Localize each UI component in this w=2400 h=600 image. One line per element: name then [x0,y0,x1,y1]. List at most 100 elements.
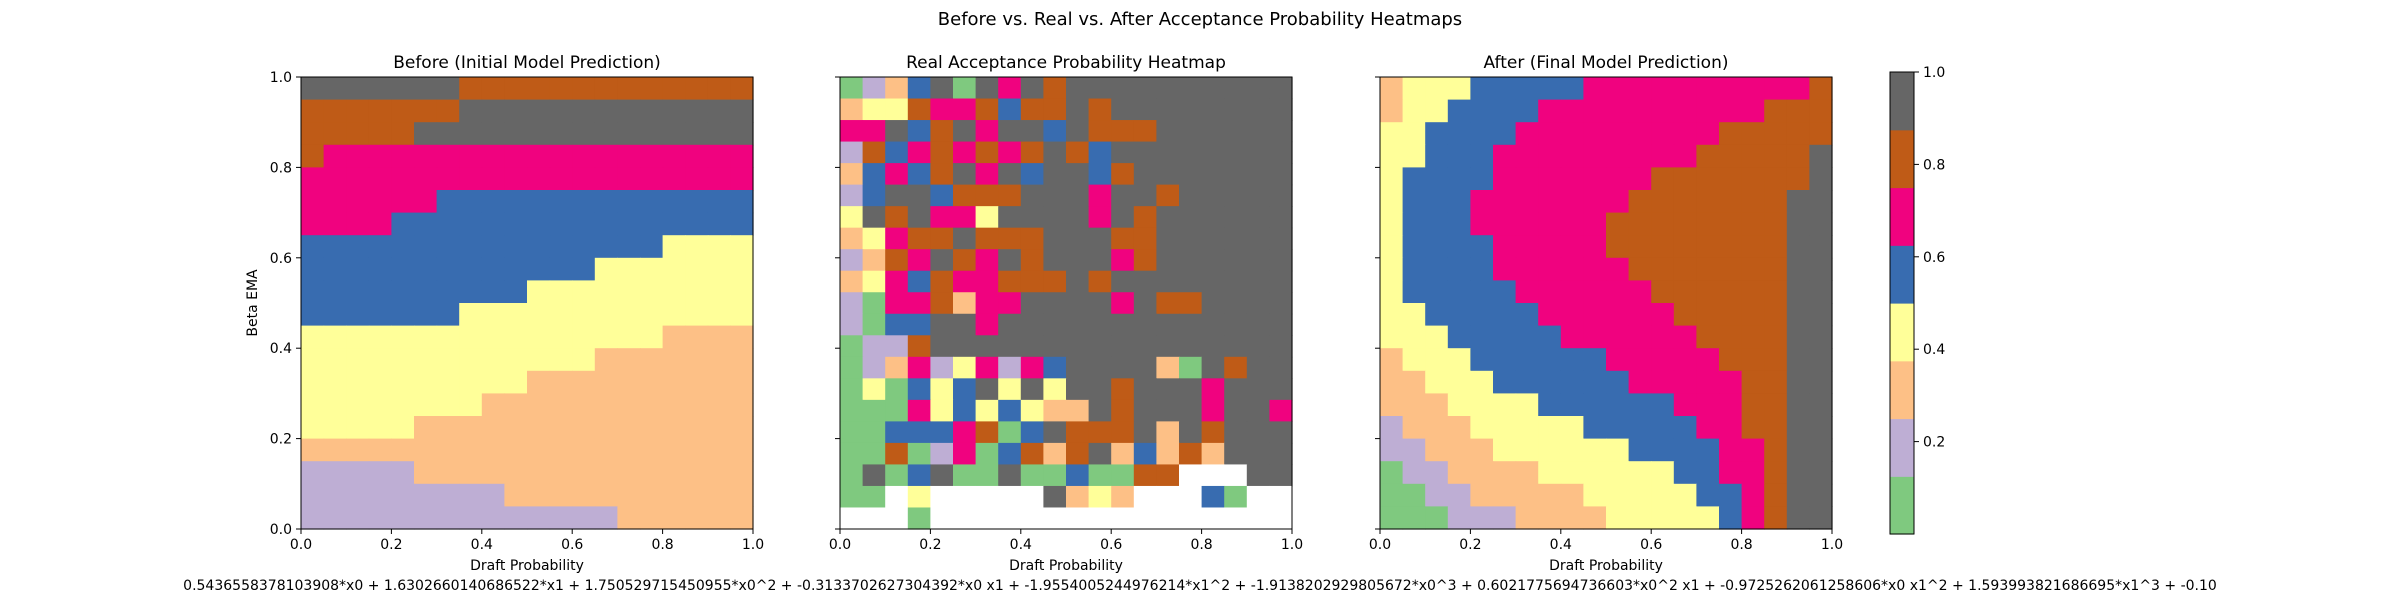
heatmap-cell [975,399,999,422]
heatmap-cell [953,507,977,530]
heatmap-cell [1402,190,1426,214]
heatmap-cell [481,325,505,349]
heatmap-cell [368,235,392,259]
heatmap-cell [1179,421,1203,444]
heatmap-cell [1786,483,1810,507]
heatmap-cell [1380,393,1404,417]
heatmap-cell [685,438,709,462]
heatmap-cell [930,206,954,229]
heatmap-cell [1066,141,1090,164]
heatmap-cell [1583,167,1607,191]
heatmap-cell [1425,235,1449,259]
heatmap-cell [301,190,325,214]
x-tick-label: 1.0 [1821,537,1843,553]
heatmap-cell [1741,212,1765,236]
heatmap-cell [1133,141,1157,164]
x-tick-label: 0.2 [1459,537,1481,553]
heatmap-cell [1515,235,1539,259]
heatmap-cell [998,335,1022,358]
heatmap-cell [907,184,931,207]
heatmap-cell [1809,122,1833,146]
heatmap-cell [527,167,551,191]
heatmap-cell [481,438,505,462]
heatmap-cell [840,335,864,358]
heatmap-cell [930,485,954,509]
heatmap-cell [1043,270,1067,293]
heatmap-cell [1538,167,1562,191]
heatmap-cell [572,235,596,259]
heatmap-cell [1606,438,1630,462]
heatmap-cell [1764,325,1788,349]
heatmap-cell [930,399,954,422]
heatmap-cells [1380,77,1833,530]
heatmap-cell [1651,370,1675,394]
heatmap-cell [323,461,347,485]
heatmap-cell [368,325,392,349]
heatmap-cell [1470,257,1494,281]
heatmap-cell [640,144,664,168]
heatmap-cell [527,416,551,440]
heatmap-cell [1269,77,1293,100]
heatmap-cell [1560,303,1584,327]
heatmap-cell [885,249,909,272]
heatmap-cell [301,167,325,191]
heatmap-cell [1224,163,1248,186]
heatmap-cell [414,235,438,259]
heatmap-cell [1651,257,1675,281]
heatmap-cell [436,348,460,372]
y-tick-label: 0.6 [270,251,292,267]
heatmap-cell [930,163,954,186]
heatmap-cell [1111,421,1135,444]
heatmap-cell [975,249,999,272]
heatmap-cell [1606,235,1630,259]
heatmap-cell [907,485,931,509]
heatmap-cell [1402,257,1426,281]
heatmap-cell [459,257,483,281]
heatmap-cell [481,461,505,485]
heatmap-cell [301,257,325,281]
heatmap-cell [459,461,483,485]
heatmap-cell [1719,144,1743,168]
heatmap-panel-1: Before (Initial Model Prediction) 0.0 0.2 0… [245,53,764,574]
heatmap-cell [662,257,686,281]
y-tick-label: 0.0 [270,522,292,538]
heatmap-cell [975,120,999,143]
heatmap-cell [368,280,392,304]
heatmap-cell [1402,280,1426,304]
heatmap-cell [1447,280,1471,304]
heatmap-cell [346,348,370,372]
heatmap-cell [1538,393,1562,417]
heatmap-cell [594,99,618,123]
heatmap-cell [1269,206,1293,229]
heatmap-cell [885,507,909,530]
heatmap-cell [1809,303,1833,327]
heatmap-cell [1515,167,1539,191]
heatmap-cell [930,227,954,250]
heatmap-cell [862,227,886,250]
heatmap-cell [301,303,325,327]
heatmap-cell [1764,461,1788,485]
x-tick-label: 1.0 [742,537,764,553]
heatmap-cell [862,442,886,466]
heatmap-cell [907,77,931,100]
heatmap-cell [1088,141,1112,164]
heatmap-cell [301,122,325,146]
heatmap-cell [346,461,370,485]
heatmap-cell [1628,416,1652,440]
heatmap-cell [1470,77,1494,101]
heatmap-cell [1425,99,1449,123]
heatmap-cell [1020,421,1044,444]
heatmap-cell [930,249,954,272]
heatmap-cell [1583,212,1607,236]
heatmap-cell [1111,141,1135,164]
heatmap-cell [549,303,573,327]
heatmap-cell [640,303,664,327]
heatmap-cell [1111,292,1135,315]
x-tick-label: 0.4 [471,537,493,553]
heatmap-cell [1515,144,1539,168]
heatmap-cell [1538,144,1562,168]
heatmap-cell [640,77,664,101]
heatmap-cell [1269,464,1293,487]
heatmap-cell [1088,464,1112,487]
heatmap-cell [572,99,596,123]
